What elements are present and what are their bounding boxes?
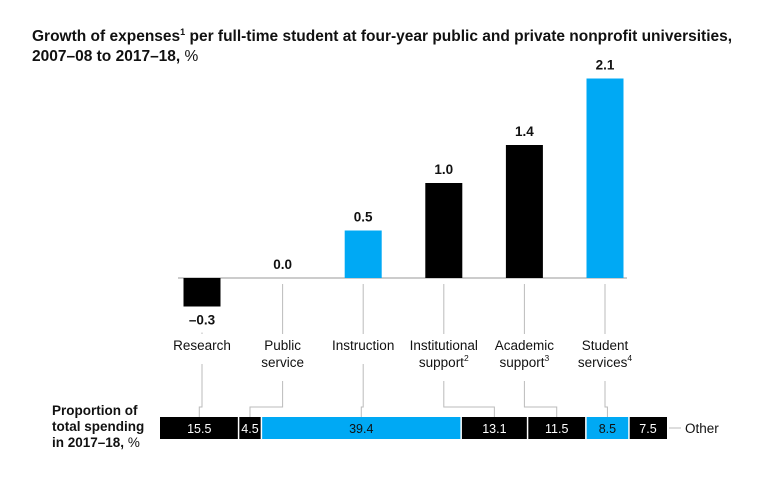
value-label-instruction: 0.5 — [354, 210, 373, 225]
segment-public-service — [238, 417, 262, 439]
bar-instruction — [344, 230, 382, 278]
bar-academic-support — [505, 145, 543, 278]
connector-instruction — [360, 364, 364, 417]
segment-label-institutional-support: 13.1 — [482, 422, 506, 436]
other-label: Other — [685, 421, 719, 436]
connector-research — [198, 364, 203, 417]
segment-label-public-service: 4.5 — [241, 422, 258, 436]
segment-institutional-support — [461, 417, 528, 439]
bar-student-services — [586, 78, 624, 278]
category-label-student-services: Student services4 — [578, 338, 633, 370]
chart-title: Growth of expenses1 per full-time studen… — [32, 27, 733, 66]
segment-label-academic-support: 11.5 — [545, 422, 568, 436]
value-label-institutional-support: 1.0 — [434, 162, 453, 177]
segment-other — [628, 417, 667, 439]
value-label-research: –0.3 — [189, 313, 216, 328]
category-label-research: Research — [173, 338, 231, 353]
value-label-academic-support: 1.4 — [515, 124, 534, 139]
segment-label-other: 7.5 — [639, 422, 656, 436]
segment-label-student-services: 8.5 — [599, 422, 616, 436]
segment-student-services — [585, 417, 629, 439]
segment-label-research: 15.5 — [187, 422, 211, 436]
bar-institutional-support — [425, 183, 463, 278]
category-label-instruction: Instruction — [332, 338, 394, 353]
connector-academic-support — [523, 381, 558, 417]
value-label-public-service: 0.0 — [273, 257, 292, 272]
segment-label-instruction: 39.4 — [349, 422, 373, 436]
connector-student-services — [604, 381, 608, 417]
proportion-label: Proportion of total spending in 2017–18,… — [52, 403, 145, 450]
category-label-public-service: Public service — [261, 338, 304, 370]
connector-public-service — [249, 381, 284, 417]
category-label-academic-support: Academic support3 — [495, 338, 555, 370]
connector-institutional-support — [443, 381, 495, 417]
segment-instruction — [261, 417, 462, 439]
segment-academic-support — [527, 417, 586, 439]
segment-research — [160, 417, 239, 439]
value-label-student-services: 2.1 — [596, 58, 615, 73]
category-label-institutional-support: Institutional support2 — [410, 338, 478, 370]
bar-research — [183, 278, 221, 307]
